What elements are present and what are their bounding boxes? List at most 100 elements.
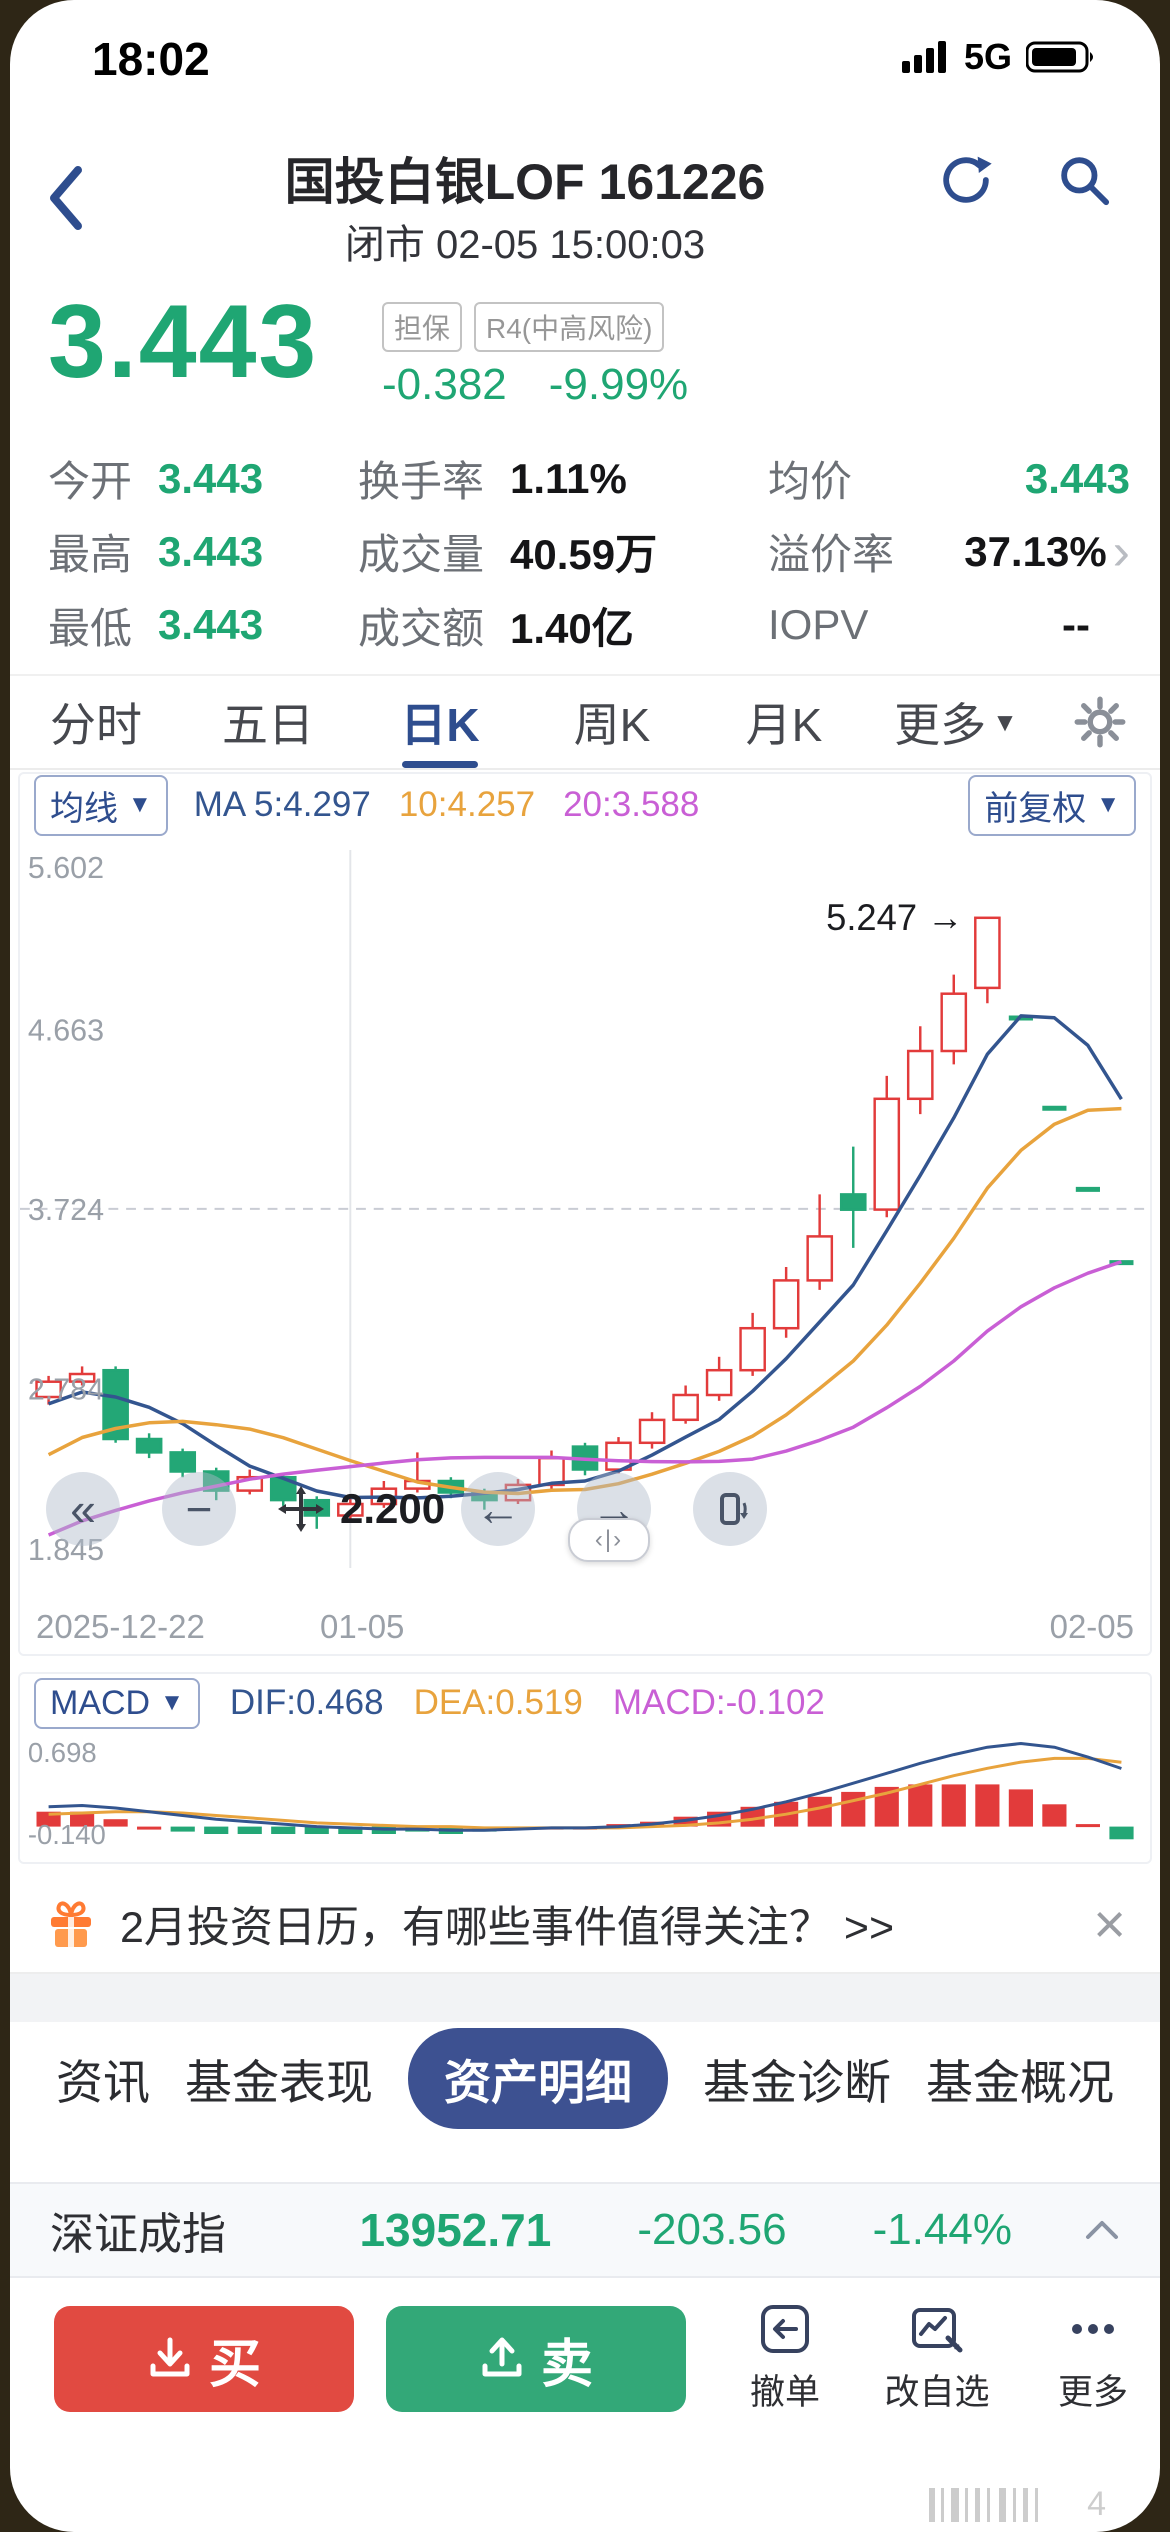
edit-watchlist-icon [912,2308,963,2353]
indicator-selector-button[interactable]: MACD ▼ [34,1677,200,1729]
refresh-icon[interactable] [938,152,994,208]
dropdown-arrow-icon: ▼ [992,706,1018,737]
rotate-screen-button[interactable] [693,1472,768,1546]
x-tick: 01-05 [320,1608,405,1645]
chevron-right-icon[interactable]: › [1112,522,1130,581]
svg-text:0.698: 0.698 [28,1737,97,1768]
price-change: -0.382 [382,360,507,409]
sell-button[interactable]: 卖 [386,2306,686,2412]
gift-icon [51,1901,91,1947]
tab-overview[interactable]: 基金概况 [926,2055,1114,2109]
edit-watchlist-button[interactable]: 改自选 [862,2300,1012,2415]
price-change-pct: -9.99% [548,360,689,409]
index-name: 深证成指 [50,2210,226,2259]
tab-asset-detail[interactable]: 资产明细 [408,2027,668,2129]
stat-value: 3.443 [158,527,264,575]
stat-value: 3.443 [158,601,264,649]
svg-text:5.602: 5.602 [28,850,104,885]
kline-chart[interactable]: 5.602 4.663 3.724 2.784 1.845 5.247 → [20,836,1150,1606]
header: 国投白银LOF 161226 闭市 02-05 15:00:03 [10,128,1160,286]
stat-label: IOPV [768,601,869,649]
svg-text:4.663: 4.663 [28,1012,104,1047]
stat-label: 成交量 [358,531,485,579]
tag-risk-level: R4(中高风险) [474,302,665,352]
quote-panel: 3.443 担保 R4(中高风险) -0.382 -9.99% [10,286,1160,436]
back-icon[interactable] [44,164,88,232]
stat-value: 40.59万 [510,531,658,579]
jump-start-button[interactable]: « [46,1472,120,1546]
adjust-mode-button[interactable]: 前复权 ▼ [968,774,1136,836]
stat-label: 成交额 [358,604,485,652]
stat-label: 溢价率 [768,531,895,579]
clock: 18:02 [92,33,210,85]
watermark: 4 [927,2485,1106,2524]
stat-value: 1.11% [510,454,627,502]
svg-text:1.845: 1.845 [28,1532,104,1567]
close-icon[interactable]: × [1093,1892,1126,1955]
tab-monthly-k[interactable]: 月K [745,699,823,751]
stat-label: 今开 [48,458,133,506]
svg-text:2.784: 2.784 [28,1371,104,1406]
last-price: 3.443 [48,284,319,400]
tab-news[interactable]: 资讯 [56,2055,150,2109]
svg-text:3.724: 3.724 [28,1192,104,1227]
zoom-out-button[interactable]: − [162,1472,236,1546]
dropdown-arrow-icon: ▼ [160,1689,184,1716]
more-dots-icon [1072,2324,1114,2334]
tab-weekly-k[interactable]: 周K [573,699,651,751]
cellular-signal-icon [901,41,946,73]
cancel-order-icon [761,2305,809,2353]
chart-range-handle[interactable]: ‹|› [568,1518,650,1562]
chart-nav-overlay: « − 2.200 ← → [46,1472,768,1546]
pan-left-button[interactable]: ← [461,1472,536,1546]
premium-rate-row[interactable]: 溢价率 37.13% › [768,515,1130,588]
sell-arrow-icon [482,2337,522,2377]
chevron-up-icon[interactable] [1084,2219,1120,2241]
action-bar: 买 卖 撤单 改自选 [10,2292,1160,2462]
x-axis: 2025-12-22 01-05 02-05 [20,1606,1150,1650]
tab-5day[interactable]: 五日 [222,699,314,751]
stats-grid: 今开 3.443 换手率 1.11% 均价 3.443 最高 3.443 成交量 40.5… [48,442,1130,662]
period-tab-bar: 分时 五日 日K 周K 月K 更多 ▼ [10,674,1160,770]
stat-label: 换手率 [358,458,485,506]
page-title: 国投白银LOF 161226 [284,154,766,210]
svg-text:-0.140: -0.140 [28,1819,106,1850]
network-type: 5G [963,36,1012,77]
kline-panel: 均线 ▼ MA 5:4.297 10:4.257 20:3.588 前复权 ▼ 5.… [18,772,1152,1656]
tab-diagnosis[interactable]: 基金诊断 [703,2055,891,2109]
macd-panel: MACD ▼ DIF:0.468 DEA:0.519 MACD:-0.102 0.… [18,1672,1152,1864]
more-button[interactable]: 更多 [1018,2300,1160,2415]
gear-icon[interactable] [1074,696,1126,748]
buy-arrow-icon [150,2337,190,2377]
ma-selector-button[interactable]: 均线 ▼ [34,774,168,836]
index-value: 13952.71 [359,2204,552,2256]
tab-more[interactable]: 更多 ▼ [894,699,1018,751]
section-divider [10,1974,1160,2022]
watermark-digit: 4 [1087,2485,1106,2523]
promo-banner[interactable]: 2月投资日历，有哪些事件值得关注？ >> × [10,1876,1160,1974]
stat-value: 1.40亿 [510,604,634,652]
index-summary-bar[interactable]: 深证成指 13952.71 -203.56 -1.44% [10,2182,1160,2278]
watermark-bars [929,2488,1039,2522]
cancel-order-button[interactable]: 撤单 [710,2300,860,2415]
status-bar: 18:02 5G [10,26,1160,90]
search-icon[interactable] [1056,152,1112,208]
crosshair-move-icon[interactable] [278,1486,324,1532]
banner-text[interactable]: 2月投资日历，有哪些事件值得关注？ >> [120,1904,895,1952]
stat-label: 最高 [48,531,133,579]
tag-guarantee: 担保 [382,302,463,352]
buy-button[interactable]: 买 [54,2306,354,2412]
stat-label: 均价 [768,458,853,506]
macd-chart[interactable]: 0.698 -0.140 [20,1732,1150,1852]
battery-icon [1026,41,1093,73]
x-tick: 02-05 [1049,1608,1134,1645]
tab-performance[interactable]: 基金表现 [185,2055,373,2109]
dropdown-arrow-icon: ▼ [128,791,152,818]
index-change: -203.56 [637,2205,787,2254]
tab-daily-k[interactable]: 日K [354,676,526,768]
svg-text:5.247 →: 5.247 → [826,897,963,938]
x-tick: 2025-12-22 [36,1608,205,1645]
ma-legend: MA 5:4.297 10:4.257 20:3.588 [193,785,700,824]
stat-value: 3.443 [158,454,264,502]
tab-minute[interactable]: 分时 [50,699,142,751]
